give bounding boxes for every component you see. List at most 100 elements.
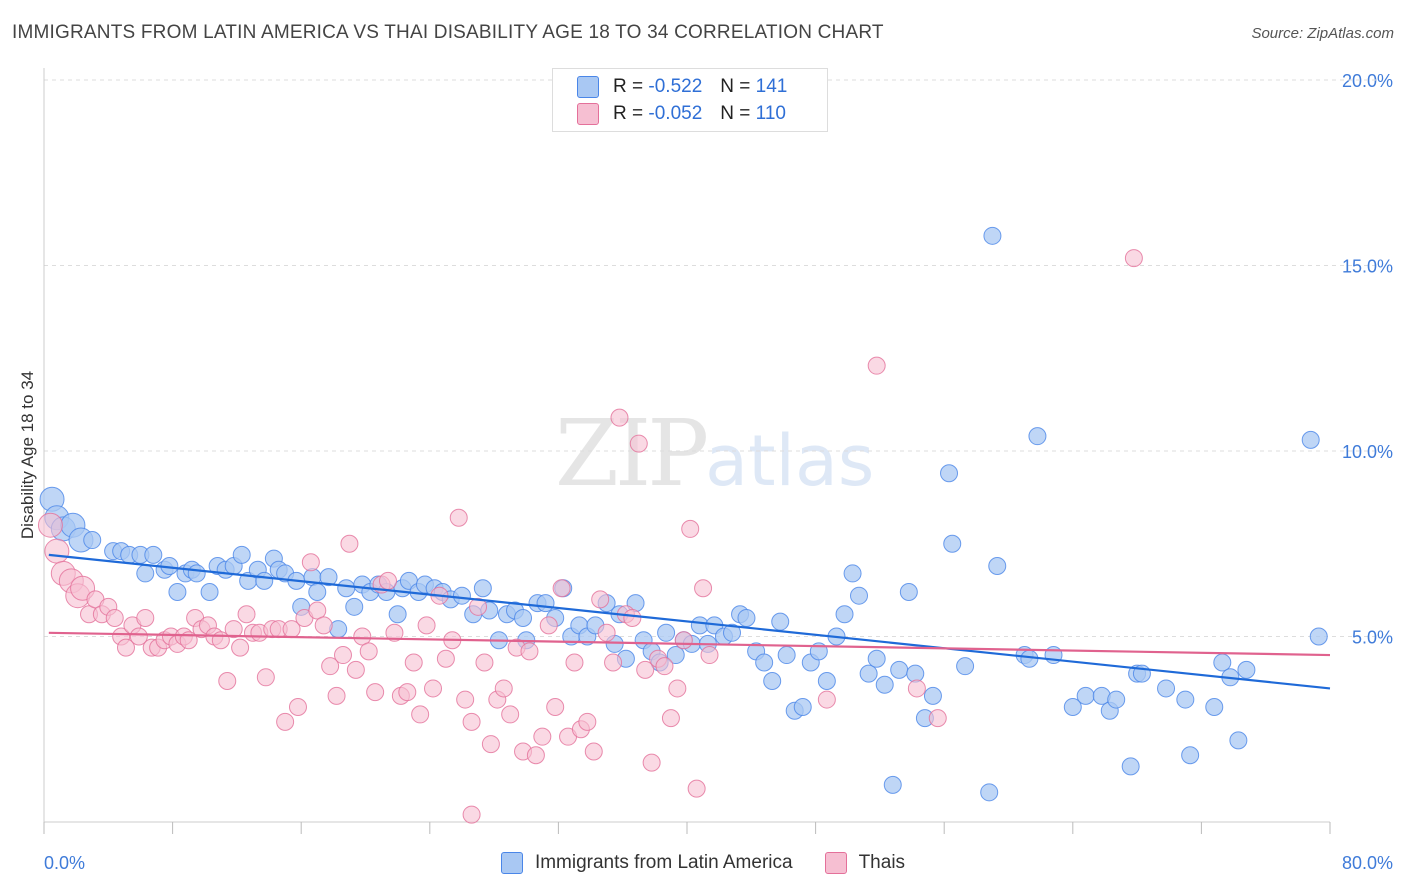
latin-america-point <box>899 582 918 601</box>
thai-point <box>37 512 63 538</box>
thai-point <box>116 638 135 657</box>
latin-america-point <box>723 623 742 642</box>
latin-america-point <box>1205 697 1224 716</box>
latin-america-point <box>1107 690 1126 709</box>
latin-america-point <box>1076 686 1095 705</box>
legend-n-label: N = <box>720 103 751 124</box>
thai-point <box>552 579 571 598</box>
latin-america-point <box>1237 660 1256 679</box>
legend-r-value: -0.052 <box>648 103 703 124</box>
thai-point <box>462 712 481 731</box>
thai-point <box>668 679 687 698</box>
series-legend: Immigrants from Latin America Thais <box>0 852 1406 874</box>
thai-point <box>597 623 616 642</box>
latin-america-point <box>168 582 187 601</box>
legend-r-label: R = <box>613 103 644 124</box>
thai-point <box>456 690 475 709</box>
latin-america-point <box>1181 746 1200 765</box>
thai-point <box>623 608 642 627</box>
thai-point <box>694 579 713 598</box>
latin-america-point <box>859 664 878 683</box>
watermark-zip: ZIP <box>555 400 709 507</box>
latin-america-point <box>835 605 854 624</box>
latin-america-point <box>737 608 756 627</box>
thai-point <box>314 616 333 635</box>
thai-point <box>44 538 70 564</box>
latin-america-point <box>777 646 796 665</box>
thai-point <box>404 653 423 672</box>
latin-america-point <box>1028 427 1047 446</box>
latin-america-point <box>980 783 999 802</box>
thai-point <box>584 742 603 761</box>
series-legend-item-latin-america: Immigrants from Latin America <box>500 852 793 874</box>
thai-point <box>417 616 436 635</box>
watermark: ZIPatlas <box>555 400 874 507</box>
thai-point <box>565 653 584 672</box>
thai-point <box>136 608 155 627</box>
series-legend-label: Immigrants from Latin America <box>534 852 793 873</box>
latin-america-point <box>940 464 959 483</box>
latin-america-point <box>956 657 975 676</box>
legend-row-latin-america: R = -0.522 N = 141 <box>577 75 787 99</box>
y-tick-label: 10.0% <box>1342 442 1393 462</box>
latin-america-point <box>793 697 812 716</box>
thai-point <box>610 408 629 427</box>
latin-america-point <box>1176 690 1195 709</box>
y-tick-label: 5.0% <box>1352 628 1393 648</box>
latin-america-point <box>923 686 942 705</box>
latin-america-point <box>255 571 274 590</box>
latin-america-point <box>817 672 836 691</box>
thai-point <box>629 434 648 453</box>
thai-point <box>681 519 700 538</box>
legend-r-value: -0.522 <box>648 76 703 97</box>
latin-america-point <box>763 672 782 691</box>
latin-america-point <box>943 534 962 553</box>
thai-point <box>520 642 539 661</box>
latin-america-point <box>473 579 492 598</box>
thai-point <box>276 712 295 731</box>
latin-america-point <box>187 564 206 583</box>
thai-point <box>501 705 520 724</box>
x-tick-label: 0.0% <box>44 853 85 873</box>
thai-point <box>591 590 610 609</box>
legend-swatch-blue <box>577 76 599 98</box>
legend-n-value: 141 <box>755 76 788 97</box>
thai-trendline <box>48 631 1331 657</box>
thai-point <box>333 646 352 665</box>
latin-america-point <box>83 531 102 550</box>
latin-america-point <box>883 775 902 794</box>
legend-n-label: N = <box>720 76 751 97</box>
series-swatch-pink <box>824 852 847 874</box>
thai-point <box>907 679 926 698</box>
thai-point <box>481 735 500 754</box>
latin-america-point <box>514 608 533 627</box>
thai-point <box>321 657 340 676</box>
thai-point <box>411 705 430 724</box>
thai-point <box>642 753 661 772</box>
thai-point <box>436 649 455 668</box>
thai-point <box>359 642 378 661</box>
x-tick-label: 80.0% <box>1342 853 1393 873</box>
legend-n-value: 110 <box>755 103 786 124</box>
latin-america-point <box>200 582 219 601</box>
series-legend-label: Thais <box>858 852 906 873</box>
latin-america-point <box>890 660 909 679</box>
thai-point <box>353 627 372 646</box>
latin-america-point <box>771 612 790 631</box>
latin-america-point <box>144 545 163 564</box>
latin-america-point <box>1157 679 1176 698</box>
thai-point <box>308 601 327 620</box>
latin-america-point <box>755 653 774 672</box>
thai-point <box>224 620 243 639</box>
latin-america-point <box>388 605 407 624</box>
latin-america-point <box>1121 757 1140 776</box>
latin-america-point <box>850 586 869 605</box>
latin-america-point <box>657 623 676 642</box>
latin-america-point <box>1229 731 1248 750</box>
thai-point <box>398 683 417 702</box>
chart-title: IMMIGRANTS FROM LATIN AMERICA VS THAI DI… <box>12 22 884 43</box>
thai-point <box>385 623 404 642</box>
latin-america-trendline <box>48 553 1331 690</box>
thai-point <box>346 660 365 679</box>
